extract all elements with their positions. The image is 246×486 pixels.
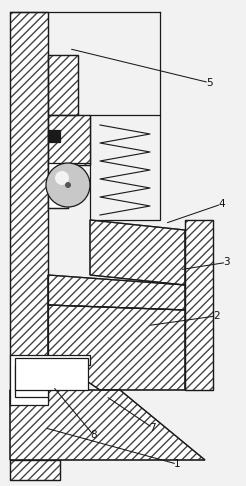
Text: 8: 8: [90, 430, 97, 440]
Bar: [48, 163, 68, 208]
Polygon shape: [48, 55, 78, 115]
Polygon shape: [185, 220, 213, 390]
Bar: [15, 365, 48, 397]
Polygon shape: [48, 305, 185, 390]
Polygon shape: [10, 390, 205, 460]
Polygon shape: [10, 12, 48, 402]
Text: 2: 2: [213, 311, 220, 321]
Text: 7: 7: [149, 423, 156, 433]
Text: 3: 3: [223, 258, 230, 267]
Bar: [48, 130, 60, 142]
Text: 1: 1: [174, 459, 180, 469]
Bar: [90, 115, 160, 220]
Polygon shape: [10, 460, 60, 480]
Polygon shape: [48, 275, 185, 310]
Polygon shape: [10, 355, 90, 405]
Text: 4: 4: [218, 199, 225, 209]
Circle shape: [55, 171, 69, 185]
Bar: [15, 358, 88, 390]
Text: 5: 5: [206, 78, 212, 87]
Polygon shape: [48, 115, 90, 165]
Circle shape: [65, 182, 71, 188]
Polygon shape: [90, 220, 185, 285]
Circle shape: [46, 163, 90, 207]
